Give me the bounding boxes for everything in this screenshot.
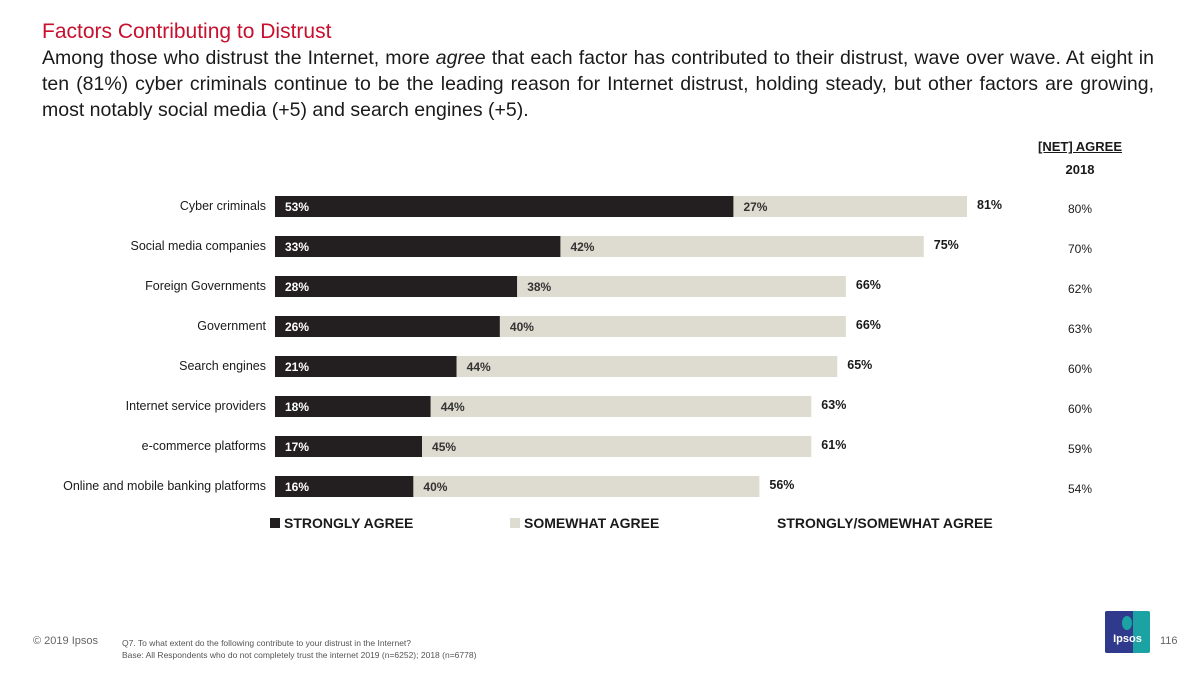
label-strongly: 21% [285,360,309,374]
legend-net: STRONGLY/SOMEWHAT AGREE [777,515,993,531]
bar-somewhat [430,396,812,417]
legend-strongly-label: STRONGLY AGREE [284,515,414,531]
category-label: Internet service providers [126,399,266,413]
label-net-2018: 54% [1068,482,1092,496]
label-net: 66% [856,318,881,332]
label-net: 65% [847,358,872,372]
slide-title: Factors Contributing to Distrust [42,20,332,43]
footnote-question: Q7. To what extent do the following cont… [122,638,412,648]
label-net: 63% [821,398,846,412]
page-number: 116 [1160,635,1178,647]
label-somewhat: 45% [432,440,456,454]
legend-net-label: STRONGLY/SOMEWHAT AGREE [777,515,993,531]
label-net: 81% [977,198,1002,212]
label-somewhat: 44% [441,400,465,414]
bar-somewhat [733,196,967,217]
label-net: 66% [856,278,881,292]
net-agree-header: [NET] AGREE [1037,139,1123,154]
label-somewhat: 40% [510,320,534,334]
bar-somewhat [413,476,760,497]
bar-strongly [275,476,414,497]
label-net-2018: 60% [1068,362,1092,376]
bar-strongly [275,316,500,337]
footnote-base: Base: All Respondents who do not complet… [122,650,477,660]
ipsos-logo: Ipsos [1105,611,1150,653]
bar-somewhat [560,236,924,257]
subtitle-part-1: Among those who distrust the Internet, m… [42,47,436,69]
label-strongly: 53% [285,200,309,214]
label-net: 75% [934,238,959,252]
label-strongly: 16% [285,480,309,494]
category-label: e-commerce platforms [142,439,266,453]
bar-strongly [275,396,431,417]
label-strongly: 18% [285,400,309,414]
category-label: Search engines [179,359,266,373]
slide-subtitle: Among those who distrust the Internet, m… [42,45,1154,123]
legend-strongly: STRONGLY AGREE [270,515,413,531]
bar-strongly [275,196,734,217]
category-label: Government [197,319,266,333]
legend-somewhat-swatch [510,518,520,528]
label-strongly: 28% [285,280,309,294]
legend-strongly-swatch [270,518,280,528]
footnote: Q7. To what extent do the following cont… [122,637,476,661]
net-year-header: 2018 [1065,162,1095,177]
label-strongly: 26% [285,320,309,334]
label-somewhat: 27% [743,200,767,214]
bar-somewhat [499,316,846,337]
category-label: Foreign Governments [145,279,266,293]
bar-strongly [275,236,561,257]
bar-somewhat [456,356,838,377]
label-net-2018: 59% [1068,442,1092,456]
category-label: Social media companies [131,239,267,253]
bar-strongly [275,436,423,457]
legend-somewhat-label: SOMEWHAT AGREE [524,515,660,531]
bar-strongly [275,356,457,377]
label-strongly: 17% [285,440,309,454]
label-net-2018: 80% [1068,202,1092,216]
label-net-2018: 63% [1068,322,1092,336]
label-net: 56% [769,478,794,492]
label-somewhat: 42% [570,240,594,254]
category-label: Cyber criminals [180,199,266,213]
category-label: Online and mobile banking platforms [63,479,266,493]
label-net-2018: 62% [1068,282,1092,296]
label-net-2018: 70% [1068,242,1092,256]
bar-somewhat [517,276,846,297]
stacked-bar-chart: Cyber criminals 53% 27% 81% 80% Social media … [63,196,1092,497]
subtitle-part-2: that each factor has contributed to thei… [42,47,1154,121]
legend-somewhat: SOMEWHAT AGREE [510,515,659,531]
subtitle-emphasis: agree [435,47,486,69]
bar-strongly [275,276,518,297]
label-somewhat: 38% [527,280,551,294]
bar-somewhat [422,436,812,457]
label-somewhat: 44% [467,360,491,374]
label-net-2018: 60% [1068,402,1092,416]
label-somewhat: 40% [423,480,447,494]
label-net: 61% [821,438,846,452]
copyright: © 2019 Ipsos [33,635,98,647]
label-strongly: 33% [285,240,309,254]
